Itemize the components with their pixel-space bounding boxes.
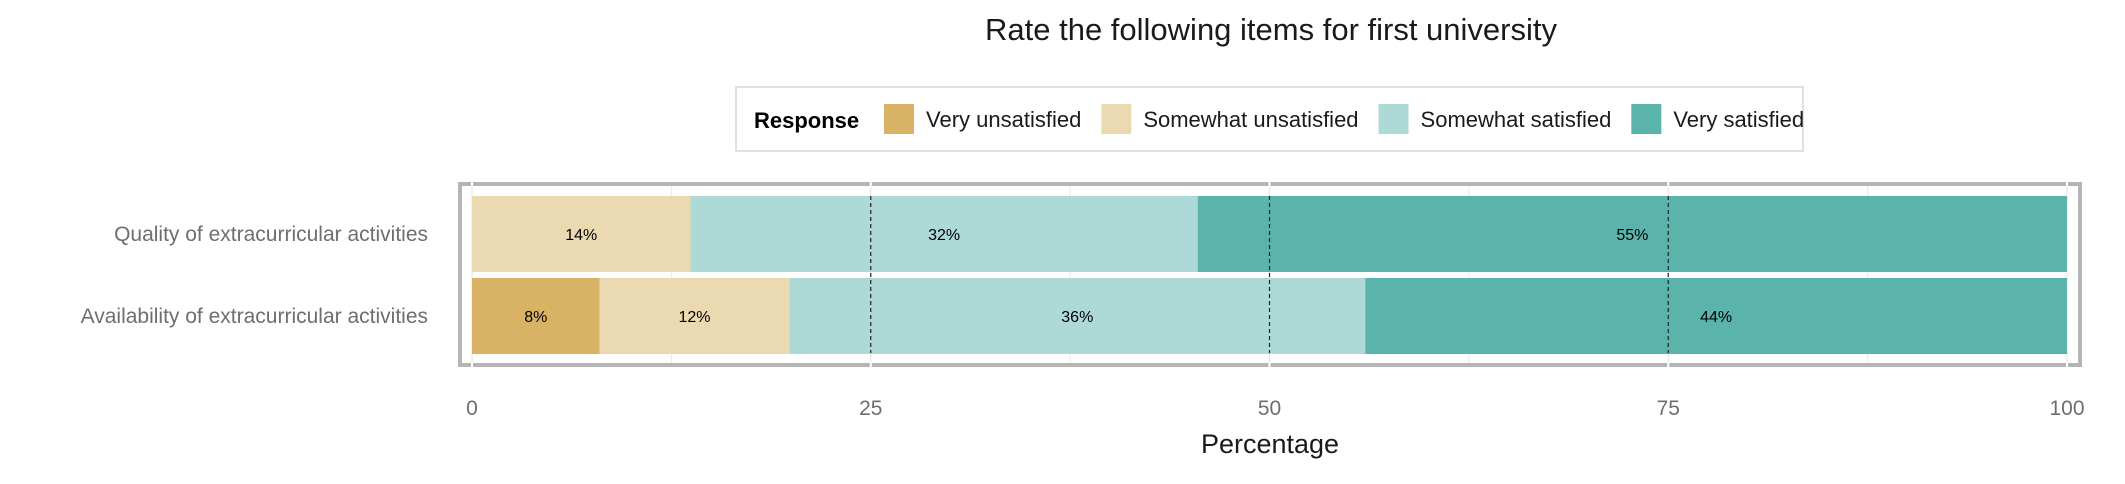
data-label: 14% (565, 227, 597, 244)
category-labels: Quality of extracurricular activities Ava… (81, 223, 428, 328)
bar-segment (472, 278, 600, 354)
bars (472, 196, 2067, 354)
data-label: 12% (678, 309, 710, 326)
data-label: 32% (928, 227, 960, 244)
bar-segment (1365, 278, 2067, 354)
x-tick-label: 100 (2049, 397, 2084, 420)
category-label: Quality of extracurricular activities (114, 223, 428, 246)
legend-swatch (884, 104, 914, 134)
legend-swatch (1631, 104, 1662, 134)
bar-segment (472, 196, 691, 272)
bar-labels: 14% 32% 55% 8% 12% 36% 44% (524, 227, 1732, 326)
legend-items: Very unsatisfied Somewhat unsatisfied Some… (884, 104, 1804, 134)
data-label: 55% (1616, 227, 1648, 244)
bar-segment (599, 278, 790, 354)
plot-area: 14% 32% 55% 8% 12% 36% 44% (458, 181, 2082, 368)
legend-label: Somewhat satisfied (1421, 107, 1612, 132)
legend-label: Very satisfied (1673, 107, 1804, 132)
legend-swatch (1101, 104, 1132, 134)
legend: Response Very unsatisfied Somewhat unsati… (735, 86, 1804, 152)
x-tick-label: 25 (859, 397, 882, 420)
data-label: 36% (1061, 309, 1093, 326)
x-axis-ticks: 0 25 50 75 100 (466, 397, 2084, 420)
legend-label: Somewhat unsatisfied (1143, 107, 1358, 132)
x-tick-label: 75 (1657, 397, 1680, 420)
bar-segment (690, 196, 1198, 272)
category-label: Availability of extracurricular activiti… (81, 305, 428, 328)
legend-label: Very unsatisfied (926, 107, 1081, 132)
x-tick-label: 0 (466, 397, 478, 420)
data-label: 8% (524, 309, 547, 326)
grid-major (870, 196, 1669, 353)
chart-title: Rate the following items for first unive… (985, 12, 1557, 47)
data-label: 44% (1700, 309, 1732, 326)
legend-title: Response (754, 108, 859, 133)
legend-swatch (1378, 104, 1409, 134)
x-tick-label: 50 (1258, 397, 1281, 420)
panel-border (458, 181, 2082, 368)
x-axis-title: Percentage (1201, 429, 1339, 459)
bar-segment (1197, 196, 2067, 272)
